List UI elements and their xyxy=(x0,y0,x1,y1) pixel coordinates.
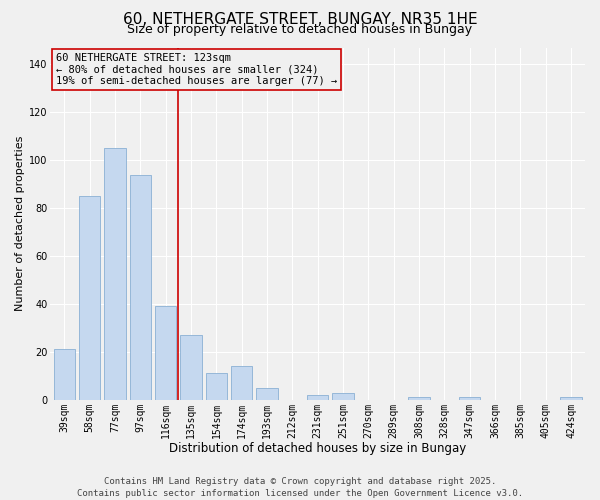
Text: 60 NETHERGATE STREET: 123sqm
← 80% of detached houses are smaller (324)
19% of s: 60 NETHERGATE STREET: 123sqm ← 80% of de… xyxy=(56,53,337,86)
X-axis label: Distribution of detached houses by size in Bungay: Distribution of detached houses by size … xyxy=(169,442,466,455)
Bar xyxy=(307,395,328,400)
Text: Contains HM Land Registry data © Crown copyright and database right 2025.
Contai: Contains HM Land Registry data © Crown c… xyxy=(77,476,523,498)
Bar xyxy=(104,148,126,400)
Bar xyxy=(79,196,100,400)
Bar xyxy=(180,335,202,400)
Bar xyxy=(256,388,278,400)
Bar xyxy=(231,366,253,400)
Bar xyxy=(408,398,430,400)
Bar xyxy=(130,174,151,400)
Y-axis label: Number of detached properties: Number of detached properties xyxy=(15,136,25,312)
Bar xyxy=(560,398,582,400)
Bar xyxy=(155,306,176,400)
Bar xyxy=(332,392,354,400)
Bar xyxy=(206,374,227,400)
Text: Size of property relative to detached houses in Bungay: Size of property relative to detached ho… xyxy=(127,22,473,36)
Bar xyxy=(53,350,75,400)
Text: 60, NETHERGATE STREET, BUNGAY, NR35 1HE: 60, NETHERGATE STREET, BUNGAY, NR35 1HE xyxy=(122,12,478,28)
Bar xyxy=(459,398,481,400)
